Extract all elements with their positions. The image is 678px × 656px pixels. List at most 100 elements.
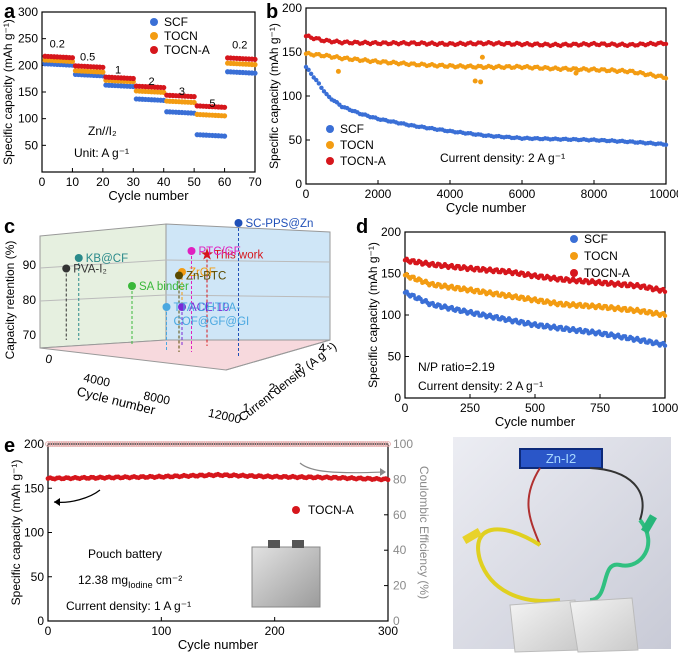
legend-marker xyxy=(150,46,158,54)
y-tick-label: 50 xyxy=(388,350,402,364)
y-tick-label: 150 xyxy=(282,45,302,59)
photo-panel-f: Zn-I2 xyxy=(453,437,671,653)
rate-label: 2 xyxy=(148,76,154,88)
data-point xyxy=(324,91,329,97)
legend-marker xyxy=(326,157,334,165)
x-axis-label: Cycle number xyxy=(178,637,259,652)
y2-tick-label: 20 xyxy=(393,579,407,593)
floor-edge xyxy=(225,339,331,371)
chart-a: 0 10 20 30 40 50 60 70 50 100 150 200 250 300 Cycle nu… xyxy=(1,5,262,203)
point-label: SA binder xyxy=(139,281,189,293)
y2-axis-label: Coulombic Efficiency (%) xyxy=(417,466,431,599)
outlier-point xyxy=(472,78,478,84)
y2-tick-label: 40 xyxy=(393,543,407,557)
x-tick-label: 50 xyxy=(187,175,201,189)
point-label: COF@GF@GI xyxy=(174,316,250,328)
data-point xyxy=(234,219,243,227)
y-tick-label: 50 xyxy=(31,570,45,584)
y-tick-label: 50 xyxy=(289,133,303,147)
y-tick-label: 150 xyxy=(24,481,44,495)
panel-letter-c: c xyxy=(4,216,15,238)
z-tick-label: 3 xyxy=(295,361,302,375)
y2-tick-label: 0 xyxy=(393,614,400,628)
grid-line xyxy=(39,294,167,302)
x-tick-label: 8000 xyxy=(142,388,171,407)
legend-label: TOCN-A xyxy=(164,43,210,57)
plot-frame xyxy=(47,443,389,622)
annotation-pouch-battery: Pouch battery xyxy=(88,547,162,561)
x-tick-label: 8000 xyxy=(581,187,608,201)
rate-label: 0.2 xyxy=(232,39,247,51)
data-point xyxy=(321,89,327,94)
data-point xyxy=(252,70,258,76)
data-point xyxy=(221,104,228,110)
data-point xyxy=(316,81,322,86)
x-tick-label: 0 xyxy=(402,401,409,415)
x-tick-label: 6000 xyxy=(509,187,536,201)
legend-label: SCF xyxy=(340,122,364,136)
pouch-cell-2 xyxy=(569,597,639,653)
data-point xyxy=(128,282,136,290)
y-tick-label: 150 xyxy=(381,267,401,281)
outlier-point xyxy=(335,68,341,74)
x-tick-label: 750 xyxy=(590,401,610,415)
x-tick-label: 0 xyxy=(303,187,310,201)
led-display-text: Zn-I2 xyxy=(546,451,576,466)
data-point xyxy=(130,75,136,82)
data-point xyxy=(662,343,668,348)
x-tick-label: 0 xyxy=(44,352,54,367)
legend-label: TOCN-A xyxy=(308,503,354,517)
data-point xyxy=(69,55,76,61)
y-tick-label: 90 xyxy=(23,258,37,272)
outlier-point xyxy=(479,54,485,60)
arrow-to-right-axis xyxy=(299,462,385,474)
grid-line xyxy=(39,259,167,269)
outlier-point xyxy=(478,79,484,85)
point-label: ZrOF xyxy=(189,267,216,279)
rate-label: 0.2 xyxy=(50,39,65,51)
rate-label: 0.5 xyxy=(80,52,95,64)
annotation-loading: 12.38 mgIodine cm⁻² xyxy=(78,573,182,590)
x-tick-label: 20 xyxy=(96,175,110,189)
legend-label: TOCN xyxy=(164,29,198,43)
panel-letter-d: d xyxy=(356,216,368,238)
data-point xyxy=(191,94,197,100)
y-tick-label: 100 xyxy=(282,89,302,103)
y-tick-label: 100 xyxy=(24,526,44,540)
data-point xyxy=(662,313,668,319)
data-point xyxy=(221,113,228,119)
x-tick-label: 300 xyxy=(378,624,398,638)
pouch-photo xyxy=(251,546,321,608)
data-point xyxy=(663,142,669,147)
legend-label: TOCN-A xyxy=(340,154,386,168)
y-tick-label: 100 xyxy=(18,112,38,126)
x-tick-label: 30 xyxy=(127,175,141,189)
y-tick-label: 70 xyxy=(23,328,37,342)
y2-tick-label: 100 xyxy=(393,437,413,451)
data-point xyxy=(385,477,391,483)
y-tick-label: 200 xyxy=(24,437,44,451)
legend-label: TOCN-A xyxy=(584,266,630,280)
arrow-to-left-axis xyxy=(53,489,101,503)
legend-label: TOCN xyxy=(340,138,374,152)
legend-label: SCF xyxy=(164,15,188,29)
annotation-current-density: Current density: 2 A g⁻¹ xyxy=(440,151,565,165)
legend-marker xyxy=(150,32,158,40)
y-axis-label: Specific capacity (mAh g⁻¹) xyxy=(267,23,281,169)
y2-tick-label: 60 xyxy=(393,508,407,522)
y-tick-label: 200 xyxy=(381,225,401,239)
y-tick-label: 250 xyxy=(18,32,38,46)
data-point xyxy=(100,64,106,70)
chart-d: 0 250 500 750 1000 0 50 100 150 200 Cycle number Sp… xyxy=(366,225,678,429)
point-label: ACE-10 xyxy=(189,302,229,314)
x-tick-label: 60 xyxy=(218,175,232,189)
point-label: SC-PPS@Zn xyxy=(246,218,314,230)
green-clip xyxy=(641,514,657,534)
annotation-np-ratio: N/P ratio=2.19 xyxy=(418,360,495,374)
z-tick-label: 2 xyxy=(269,381,276,395)
x-tick-label: 4000 xyxy=(82,370,111,389)
pouch-tab xyxy=(292,540,304,548)
annotation-current-density: Current density: 1 A g⁻¹ xyxy=(66,599,191,613)
